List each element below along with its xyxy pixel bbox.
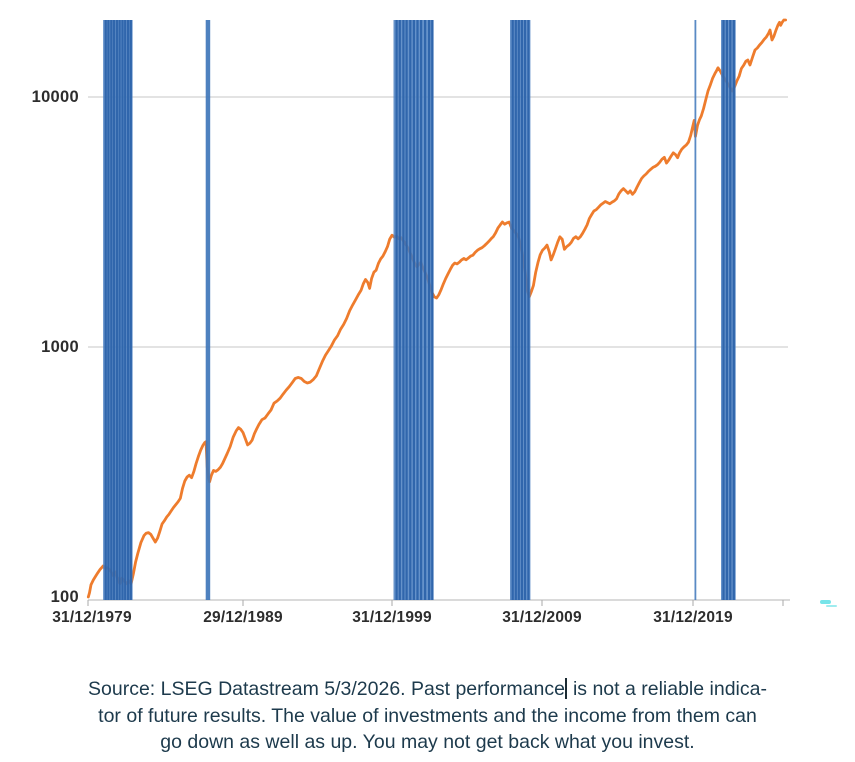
index-line-chart: 10000 1000 100 31/12/1979 29/12/1989 31/… xyxy=(32,18,790,626)
source-line-3: go down as well as up. You may not get b… xyxy=(160,731,695,753)
highlight-band-stripe xyxy=(127,20,130,600)
highlight-band-stripe xyxy=(416,20,419,600)
highlight-band-stripe xyxy=(129,20,132,600)
highlight-band-stripe xyxy=(112,20,116,600)
highlight-band-stripe xyxy=(110,20,113,600)
highlight-band-stripe xyxy=(420,20,423,600)
highlight-band-stripe xyxy=(722,20,725,600)
highlight-band-stripe xyxy=(412,20,415,600)
highlight-band-stripe xyxy=(395,20,398,600)
highlight-band-stripe xyxy=(124,20,127,600)
x-tick-label-2019: 31/12/2019 xyxy=(653,609,733,626)
x-tick-label-1979: 31/12/1979 xyxy=(52,609,132,626)
highlight-band-stripe xyxy=(732,20,735,600)
highlight-bands-group xyxy=(103,20,736,600)
highlight-band-stripe xyxy=(725,20,728,600)
watermark-dash-icon xyxy=(826,605,837,607)
highlight-band-stripe xyxy=(121,20,124,600)
highlight-band-stripe xyxy=(107,20,110,600)
highlight-band-stripe xyxy=(514,20,517,600)
highlight-band-stripe xyxy=(424,20,427,600)
y-tick-label-10000: 10000 xyxy=(32,88,79,106)
highlight-band-stripe xyxy=(729,20,732,600)
text-cursor-caret xyxy=(565,678,568,699)
highlight-band-stripe xyxy=(431,20,434,600)
y-tick-label-1000: 1000 xyxy=(41,338,79,356)
highlight-band-stripe xyxy=(398,20,401,600)
highlight-band-stripe xyxy=(520,20,523,600)
highlight-band xyxy=(721,20,736,600)
source-line-2: tor of future results. The value of inve… xyxy=(98,704,757,727)
x-tick-label-1989: 29/12/1989 xyxy=(203,609,283,626)
highlight-band-stripe xyxy=(511,20,514,600)
highlight-band xyxy=(205,20,211,600)
x-axis-ticks xyxy=(87,600,784,606)
watermark-dash-icon xyxy=(820,600,831,604)
highlight-band xyxy=(694,20,697,600)
highlight-band-stripe xyxy=(405,20,408,600)
highlight-band-stripe xyxy=(527,20,530,600)
index-value-line xyxy=(86,18,787,599)
x-tick-label-1999: 31/12/1999 xyxy=(352,609,432,626)
x-tick-label-2009: 31/12/2009 xyxy=(502,609,582,626)
highlight-band-stripe xyxy=(104,20,107,600)
watermark-mark xyxy=(817,597,839,611)
highlight-band-stripe xyxy=(428,20,431,600)
highlight-band-stripe xyxy=(402,20,405,600)
source-disclaimer-text[interactable]: Source: LSEG Datastream 5/3/2026. Past p… xyxy=(5,676,850,756)
highlight-band-stripe xyxy=(523,20,527,600)
highlight-band-stripe xyxy=(115,20,118,600)
highlight-band-stripe xyxy=(409,20,412,600)
highlight-band-stripe xyxy=(118,20,121,600)
highlight-band-stripe xyxy=(517,20,520,600)
source-line-1: Source: LSEG Datastream 5/3/2026. Past p… xyxy=(88,678,767,700)
y-tick-label-100: 100 xyxy=(51,588,79,606)
